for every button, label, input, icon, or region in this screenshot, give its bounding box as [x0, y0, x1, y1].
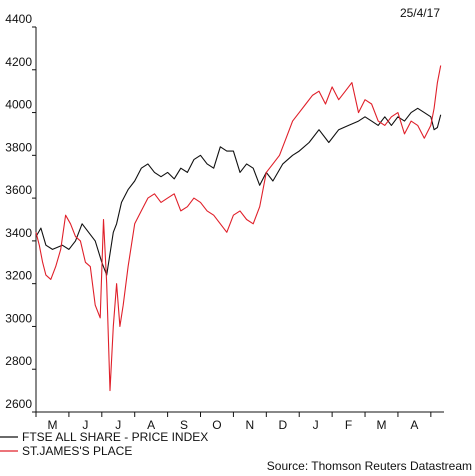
x-tick-label: J — [82, 418, 88, 432]
series-line-ftse — [35, 107, 442, 276]
legend: FTSE ALL SHARE - PRICE INDEX ST.JAMES'S … — [0, 430, 208, 458]
y-tick-label: 4400 — [5, 12, 32, 26]
y-tick-label: 3400 — [5, 226, 32, 240]
y-tick-label: 3600 — [5, 183, 32, 197]
y-tick-label: 4200 — [5, 55, 32, 69]
y-tick-label: 3200 — [5, 269, 32, 283]
x-tick-label: J — [115, 418, 121, 432]
x-tick-label: A — [410, 418, 418, 432]
x-tick-label: M — [376, 418, 386, 432]
chart-date: 25/4/17 — [400, 6, 440, 20]
x-tick-label: J — [313, 418, 319, 432]
y-axis: 2600 2800 3000 3200 3400 3600 3800 4000 4200 4400 — [5, 12, 37, 413]
x-tick-label: N — [246, 418, 255, 432]
y-tick-label: 4000 — [5, 98, 32, 112]
x-tick-label: A — [147, 418, 155, 432]
x-tick-label: M — [47, 418, 57, 432]
source-note: Source: Thomson Reuters Datastream — [267, 459, 472, 473]
series-line-stj — [35, 65, 442, 392]
x-tick-label: S — [180, 418, 188, 432]
y-tick-label: 3800 — [5, 140, 32, 154]
x-tick-label: O — [212, 418, 221, 432]
y-tick-label: 3000 — [5, 311, 32, 325]
legend-label-stj: ST.JAMES'S PLACE — [22, 444, 132, 458]
y-tick-label: 2600 — [5, 397, 32, 411]
x-tick-label: F — [345, 418, 352, 432]
series-layer — [35, 65, 442, 392]
legend-label-ftse: FTSE ALL SHARE - PRICE INDEX — [22, 430, 208, 444]
x-tick-label: D — [278, 418, 287, 432]
y-tick-label: 2800 — [5, 354, 32, 368]
